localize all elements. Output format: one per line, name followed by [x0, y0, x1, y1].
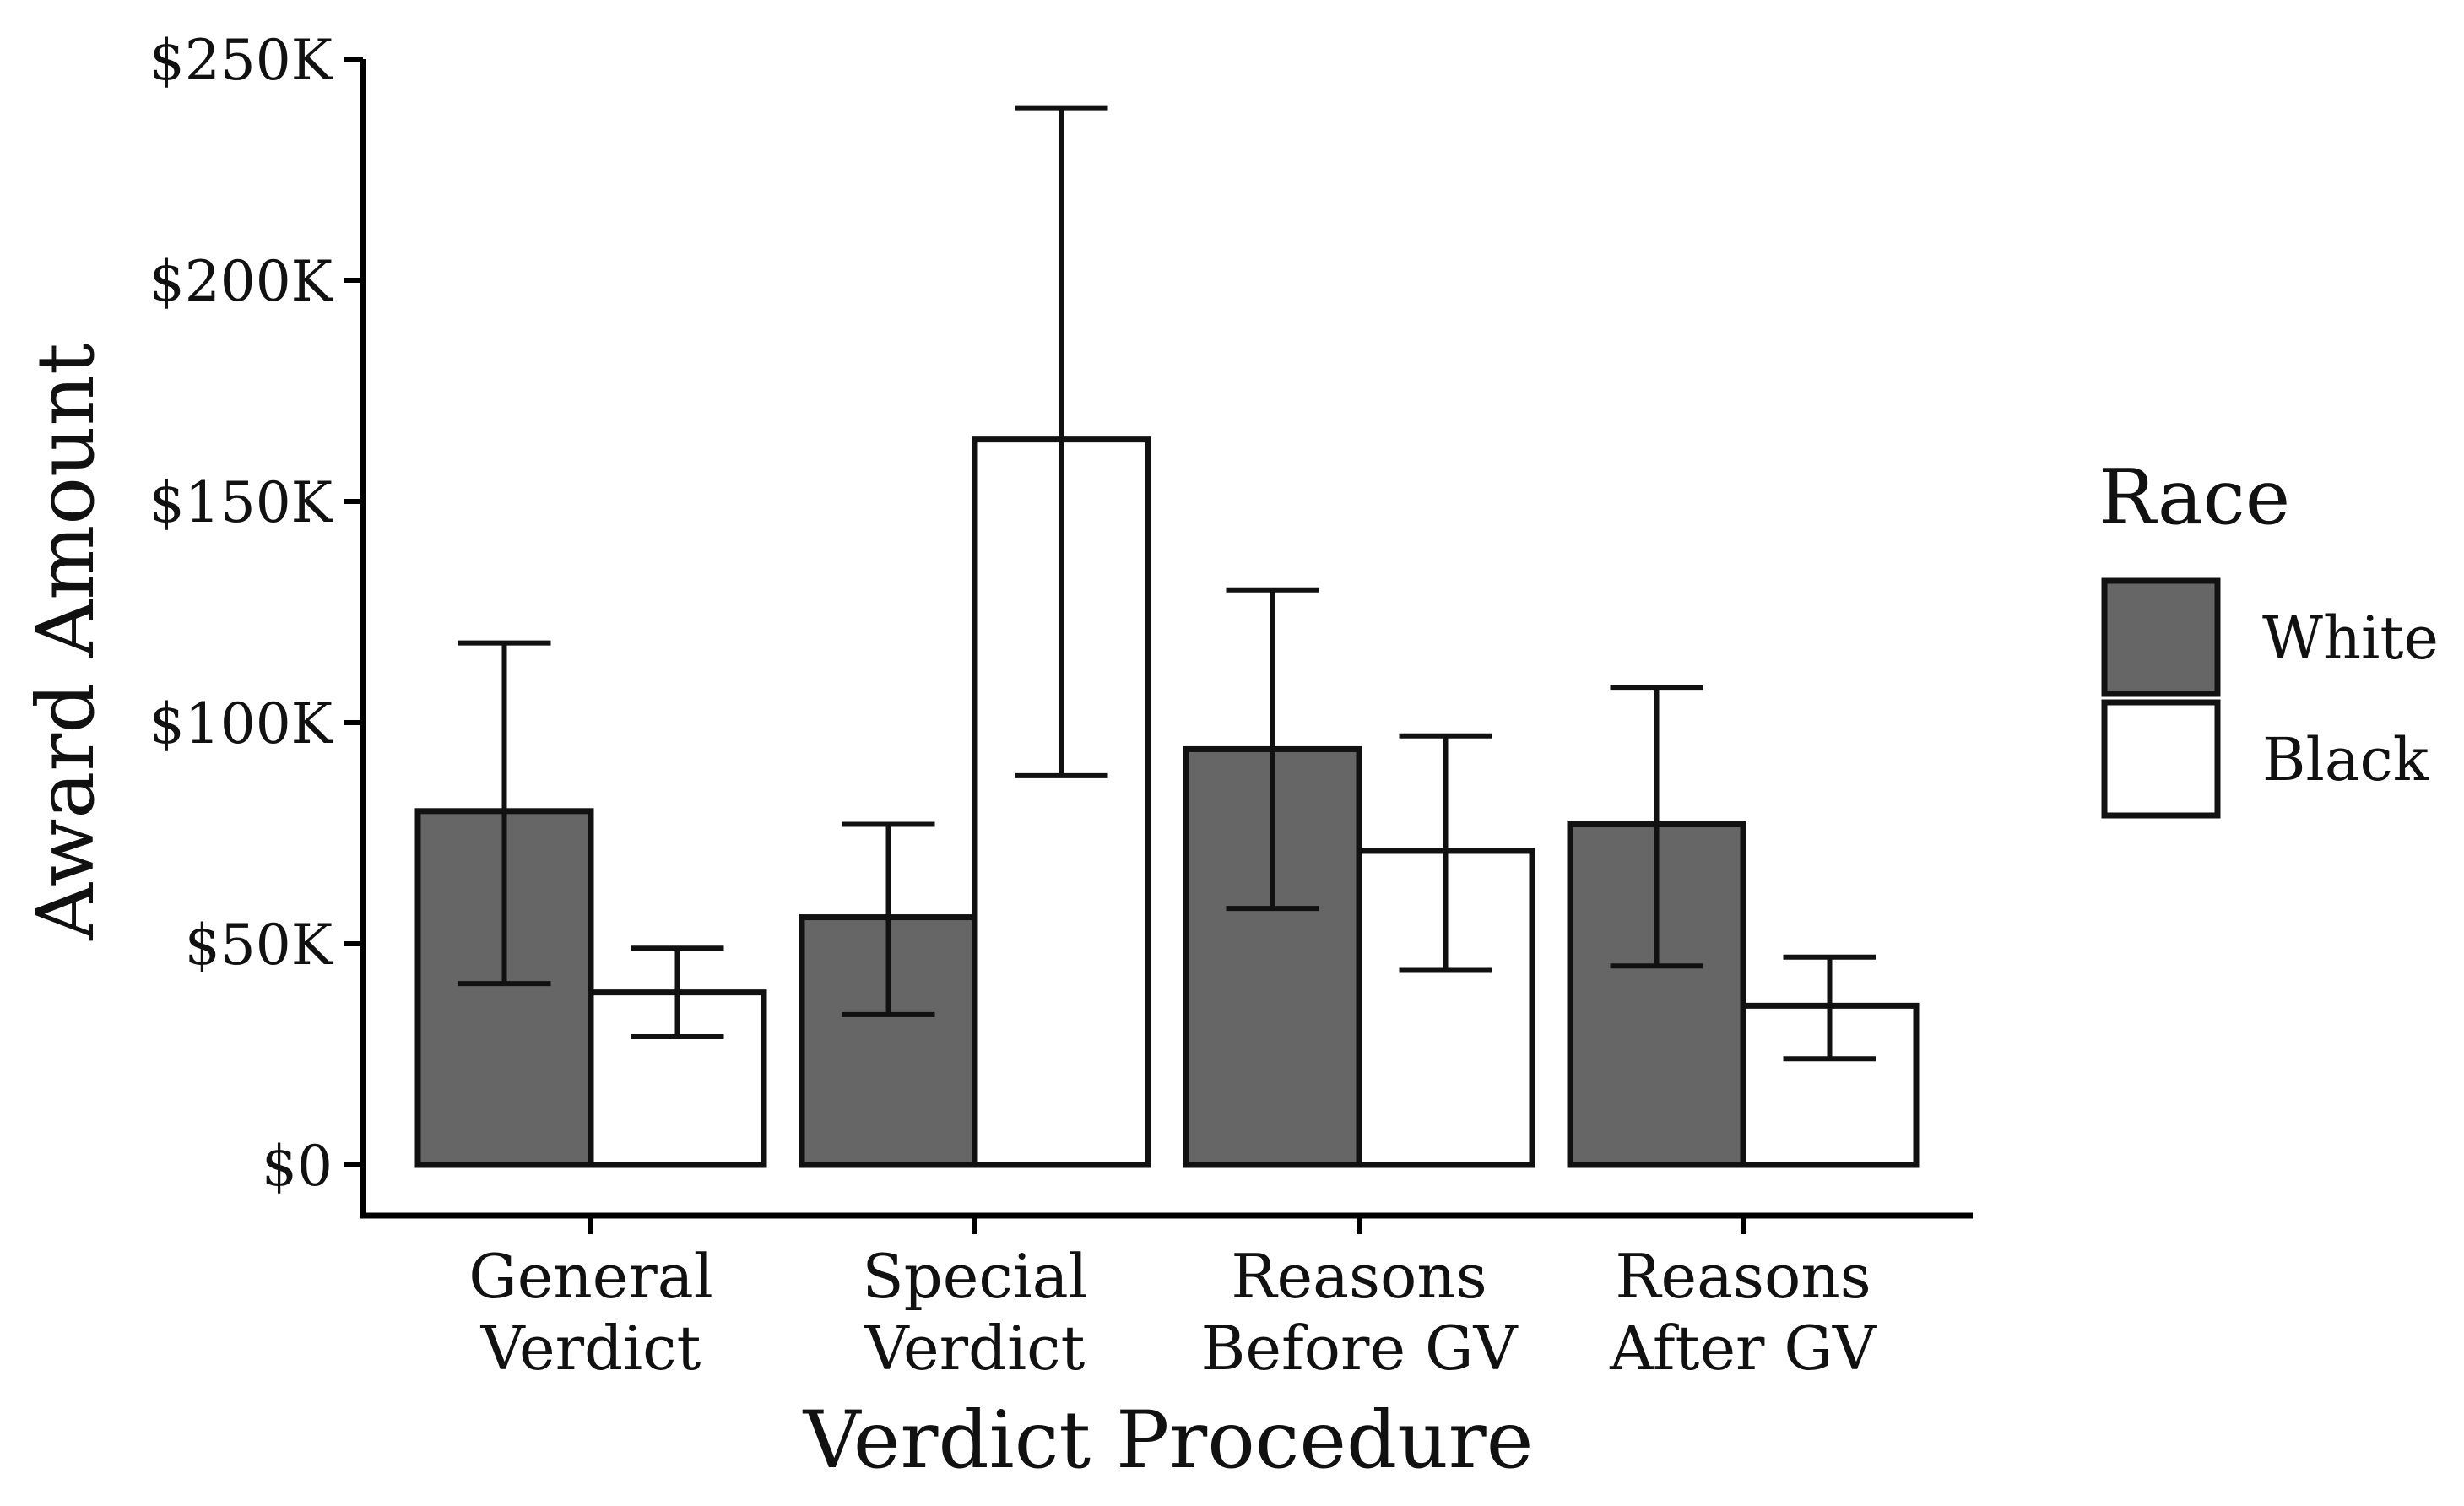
x-tick-label-line2: Verdict	[480, 1313, 701, 1384]
x-tick-label-line1: Reasons	[1231, 1241, 1487, 1312]
x-tick-label-line1: Special	[862, 1241, 1087, 1312]
bar-black	[972, 436, 1151, 1168]
y-ticks-layer: $0 $50K $100K $150K $200K $250K	[149, 28, 363, 1199]
legend: Race White Black	[2098, 453, 2439, 819]
bar-white	[1183, 745, 1362, 1168]
x-tick-label-line1: General	[468, 1241, 712, 1312]
legend-swatch-black	[2101, 699, 2221, 819]
legend-swatch-white	[2101, 577, 2221, 697]
y-tick-label: $250K	[149, 28, 334, 93]
x-tick-label-line2: After GV	[1609, 1313, 1878, 1384]
y-axis-title: Award Amount	[20, 343, 112, 941]
bars-layer	[414, 436, 1920, 1168]
y-tick-label: $50K	[185, 913, 334, 978]
x-tick-label-line2: Before GV	[1201, 1313, 1519, 1384]
y-tick-label: $150K	[149, 470, 334, 535]
errorbars-layer	[458, 105, 1876, 1062]
x-tick-label-line1: Reasons	[1615, 1241, 1871, 1312]
x-ticks-layer: GeneralVerdictSpecialVerdictReasonsBefor…	[468, 1216, 1878, 1384]
y-tick-label: $200K	[149, 249, 334, 314]
x-tick-label-line2: Verdict	[864, 1313, 1086, 1384]
legend-label-white: White	[2262, 604, 2439, 673]
legend-title: Race	[2098, 453, 2290, 542]
y-tick-label: $0	[262, 1134, 333, 1199]
legend-label-black: Black	[2262, 725, 2429, 794]
x-axis-title: Verdict Procedure	[803, 1395, 1534, 1487]
y-tick-label: $100K	[149, 691, 334, 756]
